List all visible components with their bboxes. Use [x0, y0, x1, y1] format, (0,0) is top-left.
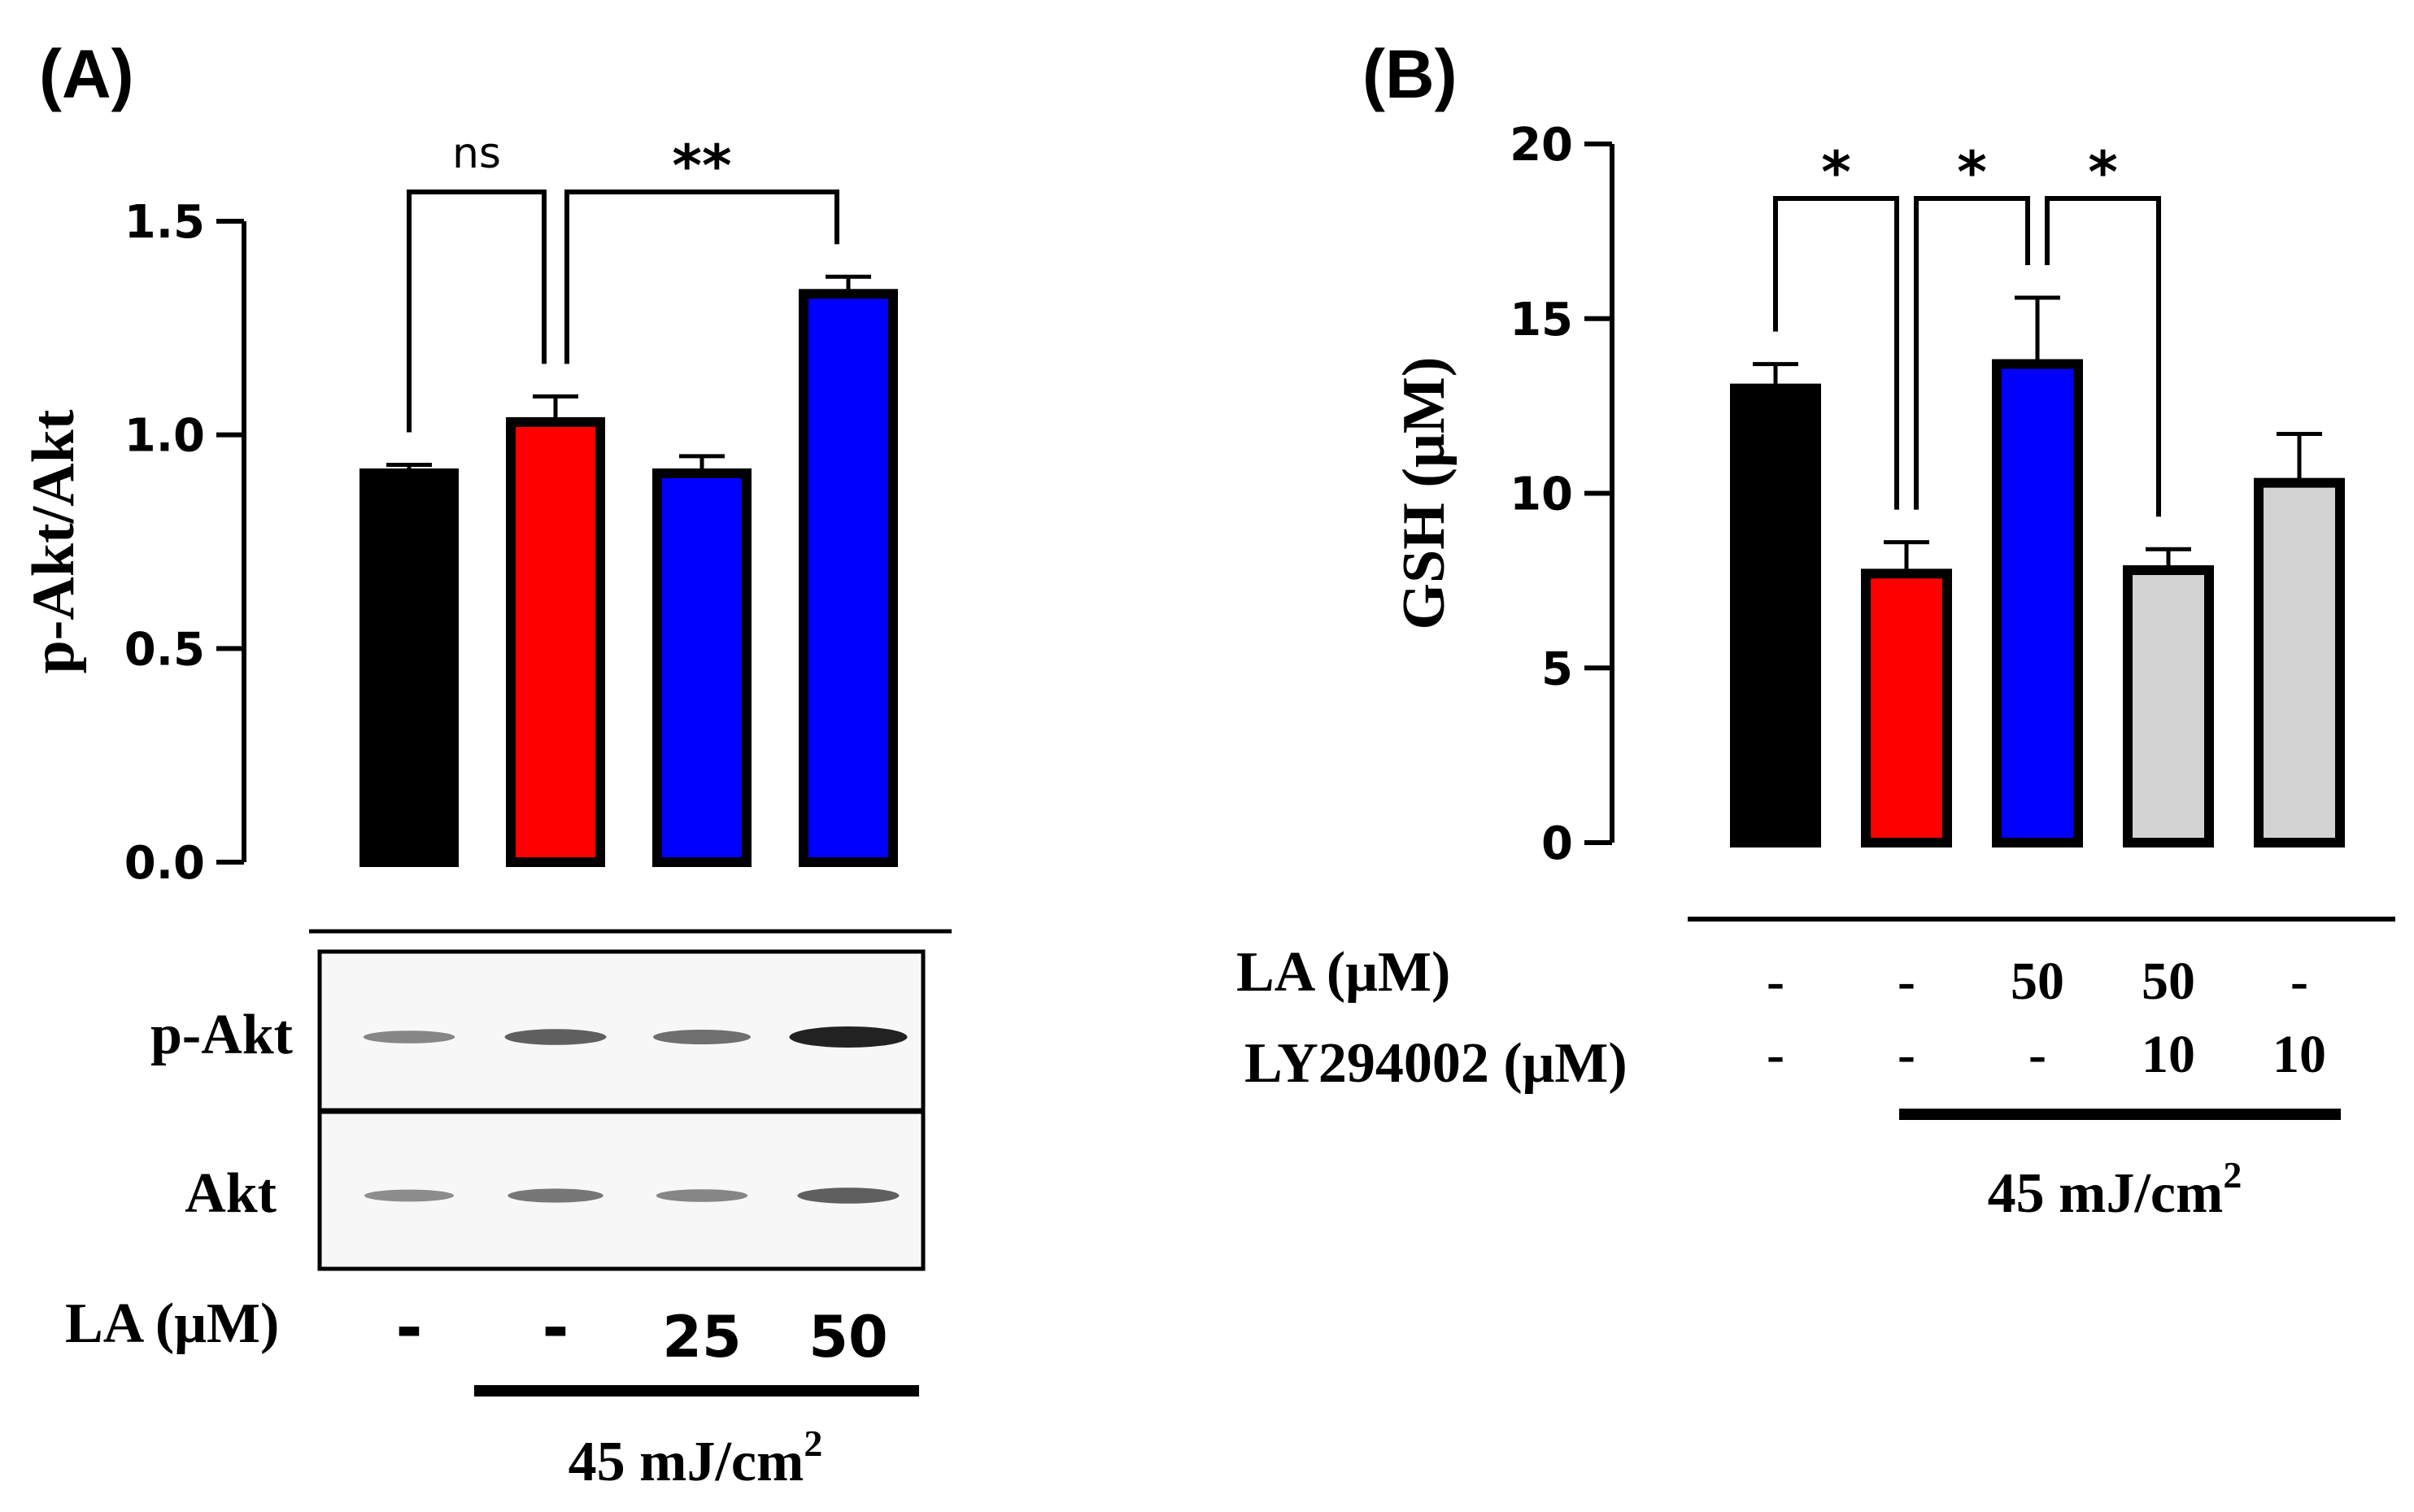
la-value-b: 50: [2142, 952, 2195, 1011]
b-bar: [1861, 569, 1952, 848]
a-significance-bracket: [564, 190, 839, 364]
ly294002-value: -: [2028, 1025, 2046, 1084]
b-y-tick-label: 10: [1510, 468, 1573, 521]
uv-dose-b: 45 mJ/cm2: [1988, 1154, 2242, 1225]
uv-dose-a: 45 mJ/cm2: [569, 1423, 823, 1493]
chart-b: 0 5 10 15 20 GSH (μM) * * *: [1391, 119, 2345, 870]
ly294002-label: LY294002 (μM): [1244, 1032, 1627, 1095]
a-y-tick-label: 1.0: [124, 410, 205, 463]
b-significance-label: *: [2088, 139, 2118, 206]
panel-a-label: (A): [39, 36, 134, 112]
la-value-a: -: [395, 1290, 422, 1366]
la-value-b: -: [2290, 952, 2308, 1011]
b-significance-bracket: [2045, 196, 2161, 517]
a-y-tick-label: 1.5: [124, 196, 205, 249]
b-bar: [2123, 564, 2214, 848]
ly294002-value: 10: [2142, 1025, 2195, 1084]
a-bar: [799, 289, 898, 868]
b-y-tick-label: 20: [1510, 119, 1573, 172]
la-label-a: LA (μM): [65, 1292, 279, 1355]
a-bar: [359, 468, 459, 867]
chart-a: 0.0 0.5 1.0 1.5 p-Akt/Akt ns **: [20, 129, 952, 934]
la-label-b: LA (μM): [1236, 941, 1450, 1004]
a-y-tick-label: 0.0: [124, 837, 205, 890]
a-significance-label: ns: [452, 129, 501, 178]
a-bar: [506, 416, 605, 867]
condition-table-b: LA (μM) LY294002 (μM) - - 50 50 - - - - 10 10 45 …: [1236, 917, 2395, 1225]
a-bar: [652, 468, 752, 867]
band-akt: [508, 1188, 604, 1203]
band-akt: [797, 1187, 900, 1204]
panel-b-label: (B): [1362, 36, 1458, 112]
ly294002-value: -: [1767, 1025, 1784, 1084]
band-akt: [364, 1189, 454, 1202]
a-y-tick-label: 0.5: [124, 623, 205, 676]
b-y-tick-label: 5: [1541, 643, 1573, 695]
b-bar: [2254, 477, 2345, 848]
a-y-axis-label: p-Akt/Akt: [20, 409, 87, 673]
la-value-b: -: [1767, 952, 1784, 1011]
b-significance-label: *: [1821, 139, 1851, 206]
condition-table-a: LA (μM) - - 25 50 45 mJ/cm2: [65, 1290, 919, 1493]
b-y-tick-label: 0: [1541, 817, 1573, 870]
b-bar: [1730, 383, 1821, 848]
b-significance-bracket: [1773, 196, 1899, 510]
blot-row-label-akt: Akt: [185, 1162, 277, 1225]
band-akt: [656, 1189, 748, 1202]
band-p-akt: [363, 1031, 455, 1044]
b-y-tick-label: 15: [1510, 294, 1573, 346]
la-value-b: 50: [2011, 952, 2064, 1011]
b-y-axis-label: GSH (μM): [1391, 357, 1458, 630]
blot-row-label-p-akt: p-Akt: [150, 1004, 293, 1066]
a-significance-bracket: [407, 190, 547, 433]
la-value-b: -: [1898, 952, 1915, 1011]
band-p-akt: [653, 1030, 751, 1044]
a-significance-label: **: [672, 133, 731, 199]
band-p-akt: [789, 1026, 908, 1048]
la-value-a: 25: [662, 1304, 741, 1370]
ly294002-value: -: [1898, 1025, 1915, 1084]
band-p-akt: [504, 1029, 607, 1045]
la-value-a: 50: [808, 1304, 887, 1370]
b-significance-bracket: [1914, 196, 2030, 510]
b-significance-label: *: [1957, 139, 1987, 206]
ly294002-value: 10: [2272, 1025, 2326, 1084]
b-bar: [1992, 359, 2083, 848]
western-blot: p-Akt Akt: [150, 949, 926, 1271]
la-value-a: -: [542, 1290, 569, 1366]
